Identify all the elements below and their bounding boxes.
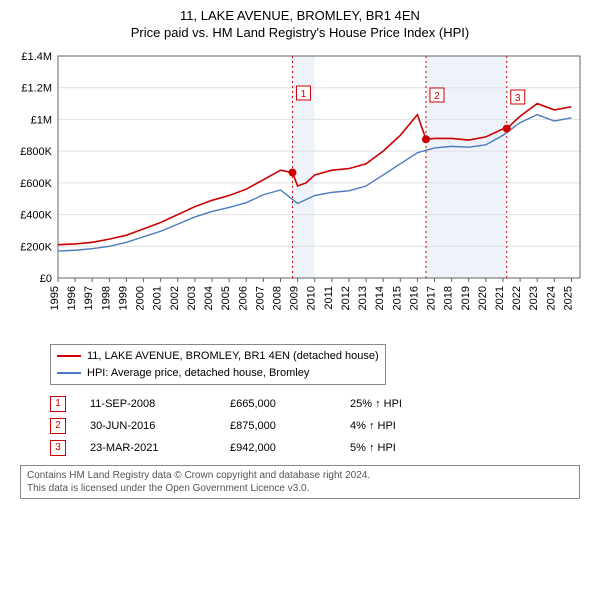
sale-marker-num: 2 [50, 418, 66, 434]
svg-text:2016: 2016 [408, 286, 420, 310]
svg-text:2018: 2018 [443, 286, 455, 310]
sales-row: 2 30-JUN-2016£875,0004% ↑ HPI [50, 415, 590, 437]
svg-text:2015: 2015 [391, 286, 403, 310]
svg-text:1996: 1996 [66, 286, 78, 310]
chart-container: 11, LAKE AVENUE, BROMLEY, BR1 4EN Price … [0, 0, 600, 509]
svg-text:2004: 2004 [203, 286, 215, 310]
svg-text:2025: 2025 [562, 286, 574, 310]
svg-text:£800K: £800K [20, 146, 52, 158]
sale-date: 30-JUN-2016 [90, 415, 230, 437]
legend-label-property: 11, LAKE AVENUE, BROMLEY, BR1 4EN (detac… [87, 348, 379, 365]
sale-pct: 4% ↑ HPI [350, 415, 470, 437]
svg-text:2007: 2007 [254, 286, 266, 310]
sale-pct: 5% ↑ HPI [350, 437, 470, 459]
legend-swatch-hpi [57, 372, 81, 374]
sales-row: 1 11-SEP-2008£665,00025% ↑ HPI [50, 393, 590, 415]
legend-label-hpi: HPI: Average price, detached house, Brom… [87, 365, 309, 382]
legend-swatch-property [57, 355, 81, 357]
sale-date: 23-MAR-2021 [90, 437, 230, 459]
svg-text:2005: 2005 [220, 286, 232, 310]
svg-text:2021: 2021 [494, 286, 506, 310]
sale-price: £942,000 [230, 437, 350, 459]
svg-text:2008: 2008 [271, 286, 283, 310]
sale-marker-num: 3 [50, 440, 66, 456]
attribution: Contains HM Land Registry data © Crown c… [20, 465, 580, 499]
svg-text:£1.4M: £1.4M [21, 51, 52, 63]
svg-text:2010: 2010 [306, 286, 318, 310]
svg-text:£1.2M: £1.2M [21, 83, 52, 95]
sale-price: £875,000 [230, 415, 350, 437]
sale-marker-num: 1 [50, 396, 66, 412]
sales-table: 1 11-SEP-2008£665,00025% ↑ HPI 2 30-JUN-201… [50, 393, 590, 459]
legend-row-property: 11, LAKE AVENUE, BROMLEY, BR1 4EN (detac… [57, 348, 379, 365]
svg-text:2000: 2000 [135, 286, 147, 310]
svg-text:2019: 2019 [460, 286, 472, 310]
svg-text:2020: 2020 [477, 286, 489, 310]
svg-text:2023: 2023 [528, 286, 540, 310]
sales-row: 3 23-MAR-2021£942,0005% ↑ HPI [50, 437, 590, 459]
svg-text:1: 1 [301, 89, 307, 100]
chart-subtitle: Price paid vs. HM Land Registry's House … [10, 25, 590, 40]
price-chart: £0 £200K £400K £600K £800K £1M £1.2M £1.4M 1995 1… [10, 48, 590, 338]
svg-text:3: 3 [515, 93, 521, 104]
svg-text:2013: 2013 [357, 286, 369, 310]
svg-text:2017: 2017 [426, 286, 438, 310]
svg-text:2022: 2022 [511, 286, 523, 310]
svg-text:1997: 1997 [83, 286, 95, 310]
attribution-line1: Contains HM Land Registry data © Crown c… [27, 469, 573, 482]
svg-text:2002: 2002 [169, 286, 181, 310]
legend-row-hpi: HPI: Average price, detached house, Brom… [57, 365, 379, 382]
svg-text:£0: £0 [40, 273, 52, 285]
legend: 11, LAKE AVENUE, BROMLEY, BR1 4EN (detac… [50, 344, 386, 385]
sale-date: 11-SEP-2008 [90, 393, 230, 415]
svg-text:1998: 1998 [100, 286, 112, 310]
svg-text:2009: 2009 [289, 286, 301, 310]
svg-text:2014: 2014 [374, 286, 386, 310]
svg-text:2024: 2024 [545, 286, 557, 310]
sale-pct: 25% ↑ HPI [350, 393, 470, 415]
svg-text:£200K: £200K [20, 241, 52, 253]
svg-text:2006: 2006 [237, 286, 249, 310]
svg-text:1995: 1995 [49, 286, 61, 310]
svg-text:£400K: £400K [20, 210, 52, 222]
svg-text:2003: 2003 [186, 286, 198, 310]
svg-text:2011: 2011 [323, 286, 335, 310]
svg-text:£1M: £1M [31, 114, 52, 126]
sale-price: £665,000 [230, 393, 350, 415]
svg-text:2: 2 [434, 91, 440, 102]
svg-text:2012: 2012 [340, 286, 352, 310]
svg-text:2001: 2001 [152, 286, 164, 310]
attribution-line2: This data is licensed under the Open Gov… [27, 482, 573, 495]
svg-text:£600K: £600K [20, 178, 52, 190]
chart-title: 11, LAKE AVENUE, BROMLEY, BR1 4EN [10, 8, 590, 23]
svg-text:1999: 1999 [117, 286, 129, 310]
